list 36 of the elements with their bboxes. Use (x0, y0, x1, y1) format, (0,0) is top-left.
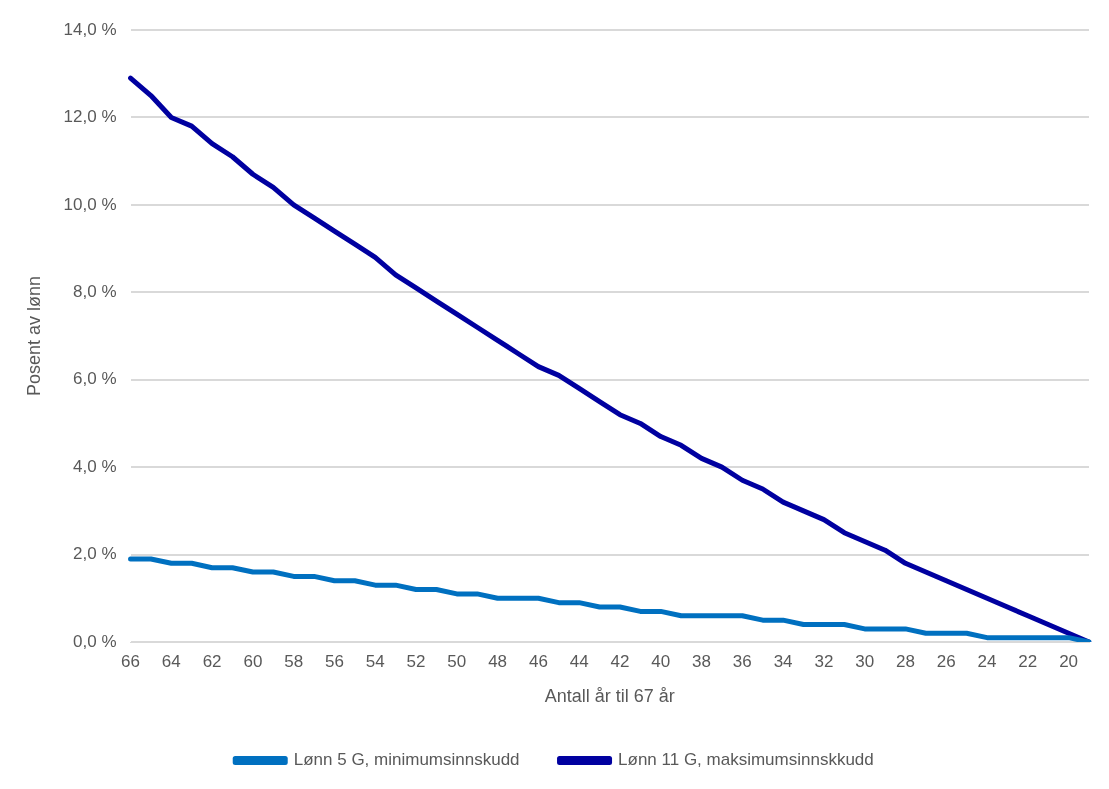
x-tick-label: 64 (161, 651, 181, 671)
x-tick-label: 56 (325, 651, 344, 671)
y-tick-label: 10,0 % (63, 194, 117, 214)
y-tick-label: 6,0 % (73, 369, 117, 389)
x-tick-label: 30 (855, 651, 875, 671)
x-tick-label: 42 (610, 651, 630, 671)
y-axis-title: Posent av lønn (23, 275, 44, 397)
y-tick-label: 8,0 % (73, 281, 117, 301)
x-tick-label: 38 (692, 651, 711, 671)
y-tick-label: 4,0 % (73, 456, 117, 476)
x-tick-label: 36 (732, 651, 752, 671)
legend-label: Lønn 11 G, maksimumsinnskkudd (618, 750, 874, 770)
x-tick-label: 40 (651, 651, 671, 671)
x-tick-label: 44 (569, 651, 589, 671)
x-axis-title: Antall år til 67 år (544, 686, 675, 707)
y-tick-label: 12,0 % (63, 107, 117, 127)
x-tick-label: 28 (896, 651, 915, 671)
x-tick-label: 26 (936, 651, 956, 671)
legend-label: Lønn 5 G, minimumsinnskudd (293, 750, 520, 770)
y-tick-label: 0,0 % (73, 631, 117, 651)
x-tick-label: 24 (977, 651, 997, 671)
x-tick-label: 32 (814, 651, 834, 671)
y-tick-label: 14,0 % (63, 19, 117, 39)
x-tick-label: 66 (121, 651, 140, 671)
x-tick-label: 22 (1018, 651, 1038, 671)
x-tick-label: 50 (447, 651, 467, 671)
x-tick-label: 54 (365, 651, 385, 671)
x-tick-label: 34 (773, 651, 793, 671)
x-tick-label: 58 (284, 651, 304, 671)
x-tick-label: 20 (1059, 651, 1079, 671)
x-tick-label: 46 (528, 651, 548, 671)
x-tick-label: 52 (406, 651, 426, 671)
y-tick-label: 2,0 % (73, 544, 117, 564)
x-tick-label: 48 (488, 651, 508, 671)
x-tick-label: 60 (243, 651, 263, 671)
x-tick-label: 62 (202, 651, 222, 671)
